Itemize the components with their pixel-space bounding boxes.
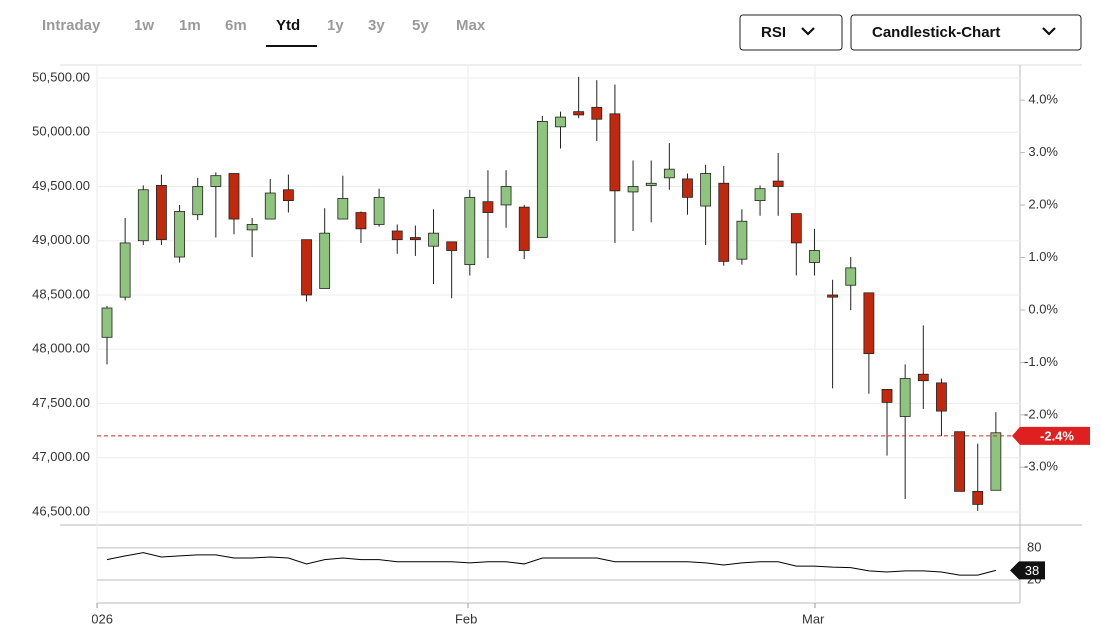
- y2-tick-label: -3.0%: [1024, 459, 1058, 474]
- candle-body: [428, 232, 439, 247]
- y-tick-label: 47,500.00: [32, 395, 90, 410]
- candle-body: [301, 239, 312, 296]
- chevron: [801, 27, 815, 36]
- rsi-last-label: 38: [1025, 563, 1039, 578]
- x-tick-label: 2026: [84, 611, 113, 626]
- rsi-button[interactable]: [739, 14, 843, 51]
- candle-body: [609, 113, 621, 192]
- x-tick-label: Feb: [455, 611, 477, 626]
- candle-body: [972, 490, 984, 505]
- chevron: [1042, 27, 1056, 36]
- candle-body: [990, 432, 1002, 491]
- tab[interactable]: Ytd: [276, 17, 300, 34]
- candle-body: [518, 206, 530, 251]
- y2-tick-label: 1.0%: [1028, 249, 1058, 264]
- candle-body: [718, 182, 730, 262]
- tab[interactable]: 3y: [368, 17, 385, 34]
- y-tick-label: 48,000.00: [32, 341, 90, 356]
- chart-type-button[interactable]: [850, 14, 1082, 51]
- candle-body: [137, 189, 149, 242]
- candle-body: [682, 178, 693, 198]
- candle-body: [591, 106, 603, 120]
- y-tick-label: 46,500.00: [32, 503, 90, 518]
- candle-body: [936, 382, 947, 412]
- candle-body: [174, 211, 185, 258]
- candle-body: [500, 186, 512, 206]
- candle-body: [101, 307, 113, 338]
- y-tick-label: 49,500.00: [32, 178, 90, 193]
- candle-body: [663, 168, 675, 179]
- y-tick-label: 48,500.00: [32, 286, 90, 301]
- tab[interactable]: 5y: [412, 17, 429, 34]
- candle-body: [917, 373, 929, 382]
- candle-body: [464, 196, 476, 266]
- candle-body: [282, 189, 294, 202]
- y2-tick-label: 3.0%: [1028, 144, 1058, 159]
- y2-tick-label: -1.0%: [1024, 354, 1058, 369]
- candle-body: [555, 116, 566, 128]
- candle-body: [772, 180, 784, 187]
- candle-body: [373, 196, 385, 225]
- rsi-button-label: RSI: [761, 24, 786, 41]
- candle-body: [736, 220, 748, 260]
- candle-body: [337, 198, 349, 220]
- candle-body: [319, 232, 331, 289]
- y-tick-label: 50,000.00: [32, 124, 90, 139]
- candle-body: [627, 186, 639, 193]
- rsi-tick-label: 80: [1027, 539, 1041, 554]
- candle-body: [899, 378, 911, 417]
- candle-body: [573, 111, 585, 116]
- candle-body: [790, 213, 802, 244]
- current-marker: [1012, 426, 1090, 445]
- candle-body: [246, 224, 258, 231]
- y-tick-label: 49,000.00: [32, 232, 90, 247]
- x-tick-label: Mar: [802, 611, 825, 626]
- tab[interactable]: Max: [456, 17, 486, 34]
- candle-body: [754, 188, 766, 202]
- candle-body: [228, 173, 240, 220]
- candle-body: [881, 388, 893, 403]
- y2-tick-label: 2.0%: [1028, 196, 1058, 211]
- candle-body: [119, 242, 131, 298]
- tab[interactable]: 6m: [225, 17, 247, 34]
- rsi-line: [106, 552, 996, 576]
- candle-body: [482, 201, 494, 213]
- candle-body: [446, 241, 458, 251]
- candle-body: [863, 292, 875, 354]
- y-tick-label: 47,000.00: [32, 449, 90, 464]
- candle-body: [645, 182, 657, 186]
- candle-body: [391, 230, 403, 241]
- candle-body: [809, 250, 820, 263]
- tab[interactable]: Intraday: [42, 17, 101, 34]
- candle-body: [700, 173, 712, 207]
- candle-body: [827, 294, 838, 298]
- y2-tick-label: 0.0%: [1028, 301, 1058, 316]
- candle-body: [536, 121, 548, 238]
- current-label: -2.4%: [1040, 428, 1074, 443]
- y-tick-label: 50,500.00: [32, 69, 90, 84]
- candle-body: [210, 175, 222, 187]
- candle-body: [954, 431, 965, 492]
- active-tab-underline: [266, 45, 317, 47]
- rsi-marker: [1010, 561, 1045, 580]
- chart-type-label: Candlestick-Chart: [872, 24, 1000, 41]
- candle-body: [264, 192, 276, 220]
- y2-tick-label: 4.0%: [1028, 92, 1058, 107]
- candle-body: [355, 212, 367, 230]
- tab[interactable]: 1w: [134, 17, 154, 34]
- y2-tick-label: -2.0%: [1024, 406, 1058, 421]
- candle-body: [845, 267, 857, 286]
- candle-body: [156, 185, 167, 241]
- tab[interactable]: 1m: [179, 17, 201, 34]
- tab[interactable]: 1y: [327, 17, 344, 34]
- candle-body: [192, 186, 204, 216]
- candle-body: [409, 237, 421, 241]
